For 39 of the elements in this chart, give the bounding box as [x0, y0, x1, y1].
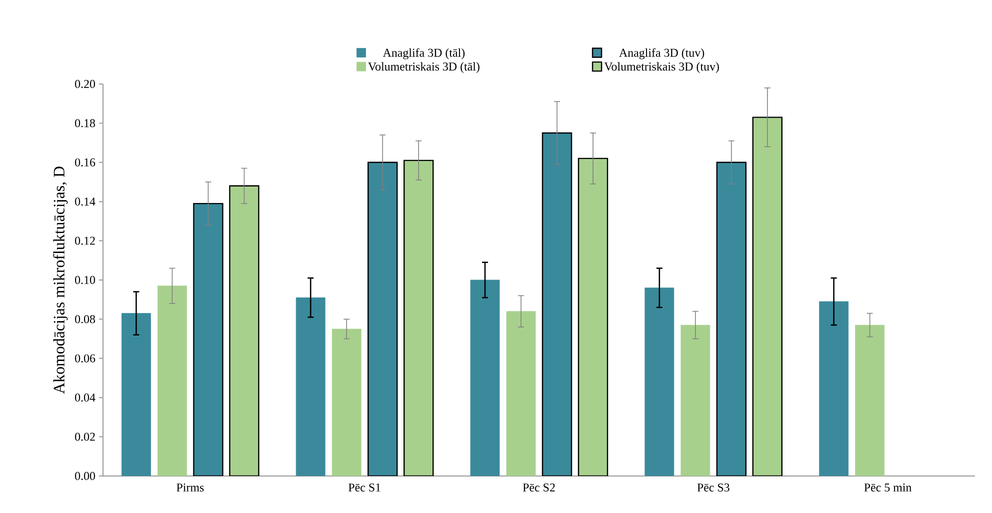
y-tick-label: 0.12 [75, 236, 95, 245]
y-tick-label: 0.00 [75, 472, 96, 480]
y-tick-label: 0.14 [75, 198, 96, 206]
bar [506, 311, 536, 476]
y-tick-label: 0.10 [75, 276, 96, 284]
y-tick-label: 0.16 [75, 158, 96, 166]
bar [470, 280, 500, 476]
bar [644, 288, 674, 476]
y-tick-label: 0.06 [75, 354, 96, 362]
bar [404, 160, 434, 476]
y-tick-label: 0.04 [75, 394, 96, 402]
x-tick-label: Pirms [176, 484, 204, 492]
x-tick-label: Pēc S1 [348, 484, 380, 492]
bar [752, 116, 783, 476]
y-tick-label: 0.08 [75, 315, 96, 324]
bar [332, 328, 362, 476]
legend-label: Anaglifa 3D (tuv) [619, 48, 704, 60]
x-tick-label: Pēc S2 [522, 484, 555, 492]
bar [819, 301, 849, 476]
legend-label: Volumetriskais 3D (tāl) [368, 62, 480, 74]
y-axis-title: Akomodācijas mikrofluktuācijas, D [53, 166, 68, 394]
legend-label: Anaglifa 3D (tāl) [382, 48, 465, 60]
bar [855, 324, 885, 476]
x-tick-label: Pēc 5 min [864, 484, 912, 492]
y-tick-label: 0.20 [75, 80, 96, 88]
y-tick-label: 0.02 [75, 432, 95, 441]
y-tick-label: 0.18 [75, 119, 96, 128]
bar [158, 286, 187, 476]
bar [193, 202, 224, 476]
x-tick-label: Pēc S3 [697, 484, 730, 492]
bar [229, 185, 260, 476]
bar [122, 313, 151, 476]
bar [542, 132, 572, 476]
bar [680, 324, 710, 476]
legend-label: Volumetriskais 3D (tuv) [604, 62, 719, 74]
bar [368, 162, 398, 476]
bar [716, 162, 747, 476]
bar [578, 158, 608, 476]
bar [296, 297, 326, 476]
